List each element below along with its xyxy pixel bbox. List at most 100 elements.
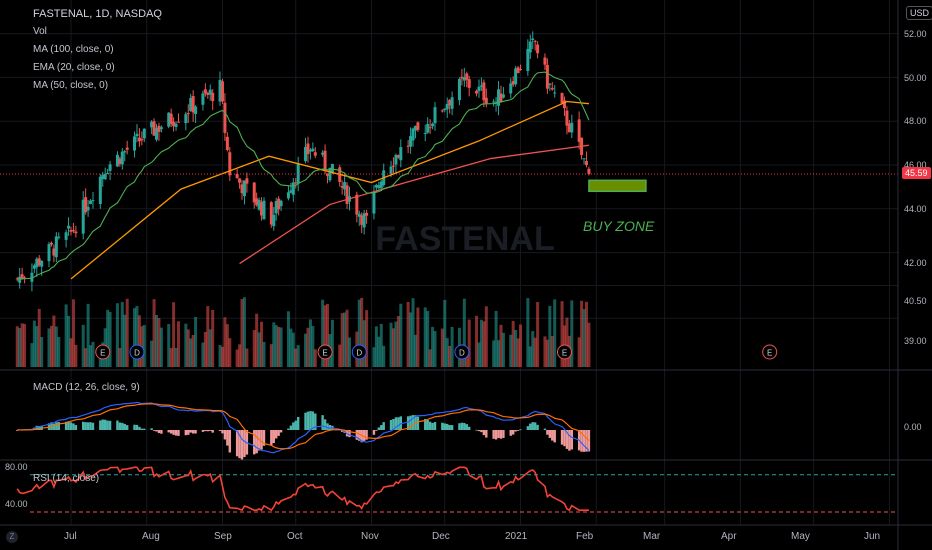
candle-body (152, 121, 156, 136)
volume-bar (133, 308, 137, 367)
volume-bar (482, 321, 486, 367)
volume-bar (570, 300, 574, 367)
candle-body (189, 97, 193, 111)
legend-ma100[interactable]: MA (100, close, 0) (33, 44, 114, 55)
volume-bar (262, 341, 266, 367)
candle-body (238, 178, 242, 183)
macd-histogram-bar (480, 430, 483, 433)
macd-histogram-bar (174, 430, 178, 436)
macd-histogram-bar (191, 430, 195, 434)
macd-histogram-bar (177, 430, 180, 436)
volume-bar (37, 308, 41, 367)
moving-average-lines (0, 71, 898, 280)
volume-bar (194, 316, 198, 367)
volume-bar (416, 307, 420, 367)
candle-body (494, 101, 498, 103)
legend-vol[interactable]: Vol (33, 26, 47, 37)
volume-bar (462, 298, 466, 367)
volume-bar (30, 343, 34, 367)
macd-histogram-bar (155, 430, 158, 432)
candle-body (252, 182, 256, 203)
macd-histogram-bar (306, 411, 310, 430)
candle-body (223, 102, 227, 133)
volume-bar (399, 303, 403, 367)
macd-histogram-bar (279, 430, 283, 433)
macd-histogram-bar (270, 430, 273, 446)
volume-bar (277, 326, 281, 367)
volume-bar (391, 328, 395, 367)
candle-body (360, 215, 364, 225)
volume-bar (431, 326, 435, 367)
volume-bar (18, 327, 22, 367)
candle-body (40, 260, 44, 267)
macd-histogram-bar (218, 430, 222, 432)
volume-bar (152, 299, 156, 367)
macd-histogram-bar (125, 425, 129, 430)
macd-histogram-bar (106, 420, 109, 430)
volume-bar (189, 338, 193, 367)
macd-histogram-bar (426, 419, 429, 430)
price-tick: 52.00 (904, 29, 927, 39)
volume-bar (223, 317, 227, 367)
macd-histogram-bar (223, 430, 227, 440)
event-marker-e[interactable] (317, 344, 333, 360)
macd-histogram-bar (582, 430, 586, 452)
volume-bar (184, 323, 188, 367)
candle-body (118, 158, 122, 164)
volume-bar (440, 328, 444, 367)
volume-bar (123, 314, 127, 367)
macd-histogram-bar (235, 430, 239, 457)
legend-macd[interactable]: MACD (12, 26, close, 9) (33, 382, 140, 393)
volume-bar (382, 345, 386, 367)
volume-bar (240, 299, 244, 367)
candle-body (57, 236, 61, 238)
macd-histogram-bar (133, 424, 136, 430)
volume-bar (150, 340, 154, 367)
volume-bar (91, 341, 95, 367)
candle-body (191, 95, 195, 113)
candle-body (240, 184, 244, 194)
event-marker-d[interactable] (351, 344, 367, 360)
candle-body (482, 82, 486, 101)
volume-bar (548, 305, 552, 367)
volume-bar (296, 345, 300, 367)
event-marker-e[interactable] (556, 344, 572, 360)
timezone-icon[interactable]: Z (6, 531, 18, 543)
candle-body (340, 186, 344, 188)
volume-bar (330, 319, 334, 367)
volume-bar (235, 349, 239, 367)
volume-bar (49, 325, 53, 367)
candle-body (528, 41, 532, 53)
volume-bar (167, 324, 171, 367)
event-marker-d[interactable] (129, 344, 145, 360)
event-marker-e[interactable] (762, 344, 778, 360)
macd-histogram-bar (509, 430, 512, 436)
volume-bar (577, 337, 581, 367)
time-tick: Jul (64, 531, 77, 542)
macd-histogram-bar (463, 422, 466, 430)
event-marker-d[interactable] (454, 344, 470, 360)
candle-body (157, 125, 161, 132)
legend-ema20[interactable]: EMA (20, close, 0) (33, 62, 115, 73)
legend-ma50[interactable]: MA (50, close, 0) (33, 80, 109, 91)
macd-histogram-bar (494, 430, 498, 440)
macd-histogram-bar (204, 430, 207, 432)
macd-histogram-bar (206, 430, 210, 432)
event-marker-e[interactable] (95, 344, 111, 360)
macd-histogram-bar (450, 425, 454, 430)
volume-bar (86, 303, 90, 367)
candle-body (269, 202, 273, 225)
candle-body (308, 149, 312, 152)
macd-histogram-bar (240, 430, 244, 460)
legend-rsi[interactable]: RSI (14, close) (33, 473, 100, 484)
currency-button[interactable]: USD (906, 6, 932, 20)
candle-body (460, 76, 464, 79)
macd-histogram-bar (238, 430, 241, 459)
candle-body (492, 101, 496, 103)
candle-body (67, 225, 71, 229)
candle-body (545, 64, 549, 89)
symbol-title[interactable]: FASTENAL, 1D, NASDAQ (33, 8, 162, 20)
macd-histogram-bar (431, 422, 434, 430)
